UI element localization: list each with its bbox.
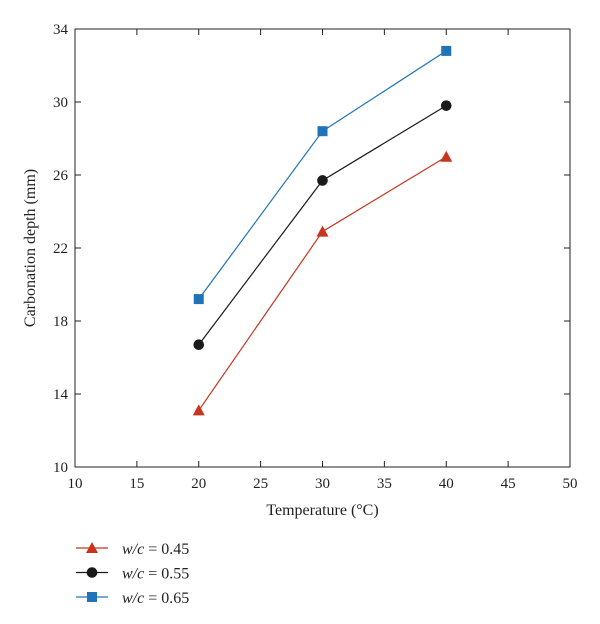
legend-label-value-1: = 0.55: [144, 566, 189, 583]
x-tick-label-5: 35: [377, 476, 392, 492]
legend-label-2: w/c = 0.65: [122, 590, 189, 607]
series-markers: [192, 45, 453, 416]
x-tick-label-2: 20: [191, 476, 206, 492]
series-line-0: [198, 156, 447, 411]
series-2-point-0: [193, 294, 204, 305]
legend-marker-1: [86, 567, 98, 578]
series-1-point-1: [317, 175, 328, 186]
series-0-point-0: [192, 404, 205, 416]
y-tick-label-6: 34: [53, 22, 69, 38]
legend-label-italic-1: w/c: [122, 566, 144, 583]
series-1-point-0: [193, 339, 205, 351]
legend-label-value-0: = 0.45: [144, 541, 189, 558]
series-0-point-1: [316, 225, 329, 237]
legend-label-0: w/c = 0.45: [122, 541, 189, 558]
y-axis-label: Carbonation depth (mm): [22, 169, 39, 327]
legend-label-1: w/c = 0.55: [122, 566, 189, 583]
series-line-1: [198, 105, 447, 346]
series-2-point-2: [441, 45, 452, 56]
series-line-2: [198, 50, 447, 300]
y-tick-label-5: 30: [53, 95, 68, 111]
x-axis-label: Temperature (°C): [266, 502, 378, 519]
tick-labels: 10 15 20 25 30 35 40 45 50 10 14 18 22 26 30 34: [53, 22, 578, 492]
series-2-point-1: [317, 126, 328, 137]
series-1-point-2: [440, 100, 452, 111]
plot-frame: [74, 28, 571, 468]
legend-label-italic-0: w/c: [122, 541, 144, 558]
x-tick-label-8: 50: [563, 476, 578, 492]
legend-marker-2: [87, 592, 97, 602]
x-tick-label-0: 10: [68, 476, 83, 492]
x-tick-label-3: 25: [253, 476, 268, 492]
axis-ticks: [74, 28, 571, 468]
x-tick-label-7: 45: [501, 476, 516, 492]
x-tick-label-6: 40: [439, 476, 454, 492]
legend-label-italic-2: w/c: [122, 590, 144, 607]
y-tick-label-0: 10: [53, 460, 68, 476]
y-tick-label-2: 18: [53, 314, 68, 330]
x-tick-label-4: 30: [315, 476, 330, 492]
legend-label-value-2: = 0.65: [144, 590, 189, 607]
y-tick-label-4: 26: [53, 168, 69, 184]
y-tick-label-3: 22: [53, 241, 68, 257]
x-tick-label-1: 15: [129, 476, 144, 492]
series-0-point-2: [440, 150, 453, 162]
legend: w/c = 0.45w/c = 0.55w/c = 0.65: [76, 541, 189, 607]
legend-marker-0: [86, 542, 98, 553]
y-tick-label-1: 14: [53, 387, 69, 403]
